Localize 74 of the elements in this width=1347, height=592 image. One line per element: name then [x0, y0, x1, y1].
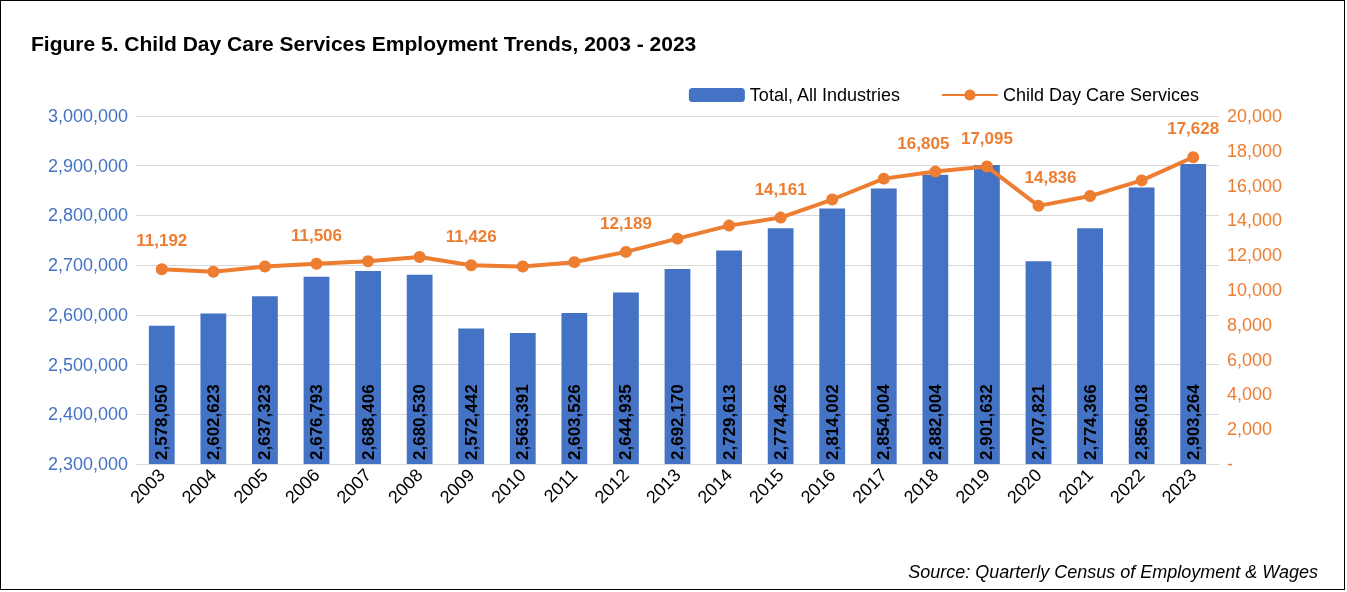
data-label: 14,161: [754, 179, 807, 199]
point: [877, 172, 890, 185]
data-label: 17,095: [960, 128, 1013, 148]
legend-label: Child Day Care Services: [1002, 85, 1200, 105]
y-tick-label: 2,300,000: [47, 454, 128, 474]
point: [362, 255, 375, 268]
y2-tick-label: 12,000: [1227, 245, 1283, 266]
data-label: 2,774,426: [771, 384, 791, 460]
data-label: 2,676,793: [307, 384, 326, 460]
data-label: 2,603,526: [564, 384, 584, 460]
data-label: 2,901,632: [977, 384, 997, 460]
point: [826, 193, 839, 206]
data-label: 2,854,004: [874, 383, 894, 460]
point: [723, 219, 736, 232]
point: [310, 257, 323, 270]
point: [568, 256, 581, 269]
y2-tick-label: -: [1227, 454, 1233, 474]
y2-tick-label: 4,000: [1227, 384, 1273, 405]
y-tick-label: 2,600,000: [47, 304, 128, 325]
data-label: 14,836: [1024, 167, 1077, 187]
data-label: 2,692,170: [668, 384, 687, 460]
point: [1135, 174, 1148, 187]
source-note: Source: Quarterly Census of Employment & Wages: [908, 562, 1318, 582]
data-label: 12,189: [599, 213, 652, 233]
data-label: 2,688,406: [358, 384, 378, 460]
data-label: 2,578,050: [152, 384, 172, 460]
y-tick-label: 2,400,000: [47, 404, 128, 425]
data-label: 2,856,018: [1132, 384, 1152, 460]
data-label: 17,628: [1167, 119, 1220, 139]
point: [258, 260, 271, 273]
legend-label: Total, All Industries: [749, 85, 900, 105]
data-label: 2,707,821: [1029, 384, 1048, 460]
point: [207, 265, 220, 278]
y2-tick-label: 20,000: [1227, 106, 1283, 126]
data-label: 2,572,442: [461, 384, 481, 460]
y-tick-label: 3,000,000: [47, 106, 128, 126]
data-label: 11,192: [136, 231, 188, 251]
point: [929, 165, 942, 178]
data-label: 2,903,264: [1183, 383, 1203, 460]
point: [1084, 190, 1097, 203]
chart-title: Figure 5. Child Day Care Services Employment Trends, 2003 - 2023: [31, 32, 697, 55]
point: [516, 260, 529, 273]
point: [465, 259, 478, 272]
point: [671, 232, 684, 245]
y2-tick-label: 18,000: [1227, 140, 1283, 161]
data-label: 2,637,323: [255, 384, 275, 460]
y2-tick-label: 10,000: [1227, 280, 1283, 300]
data-label: 16,805: [897, 133, 950, 153]
y-tick-label: 2,500,000: [47, 354, 128, 375]
data-label: 2,563,391: [513, 384, 533, 460]
y-tick-label: 2,800,000: [47, 205, 128, 226]
data-label: 2,882,004: [925, 383, 945, 460]
data-label: 11,506: [290, 225, 343, 245]
data-label: 2,814,002: [822, 384, 842, 460]
data-label: 2,644,935: [616, 384, 636, 460]
point: [155, 263, 168, 276]
y2-tick-label: 2,000: [1227, 419, 1273, 440]
point: [1032, 199, 1045, 212]
point: [774, 211, 787, 224]
data-label: 2,729,613: [719, 384, 739, 460]
data-label: 2,680,530: [410, 384, 430, 460]
y-tick-label: 2,900,000: [47, 155, 128, 176]
point: [980, 160, 993, 173]
y2-tick-label: 6,000: [1227, 349, 1273, 370]
y2-tick-label: 8,000: [1227, 314, 1273, 335]
y2-tick-label: 16,000: [1227, 175, 1283, 196]
data-label: 2,602,623: [203, 384, 223, 460]
y-tick-label: 2,700,000: [47, 255, 128, 276]
data-label: 11,426: [445, 227, 497, 247]
point: [413, 250, 426, 263]
y2-tick-label: 14,000: [1227, 210, 1283, 231]
point: [1187, 151, 1200, 164]
point: [619, 245, 632, 258]
data-label: 2,774,366: [1080, 384, 1100, 460]
